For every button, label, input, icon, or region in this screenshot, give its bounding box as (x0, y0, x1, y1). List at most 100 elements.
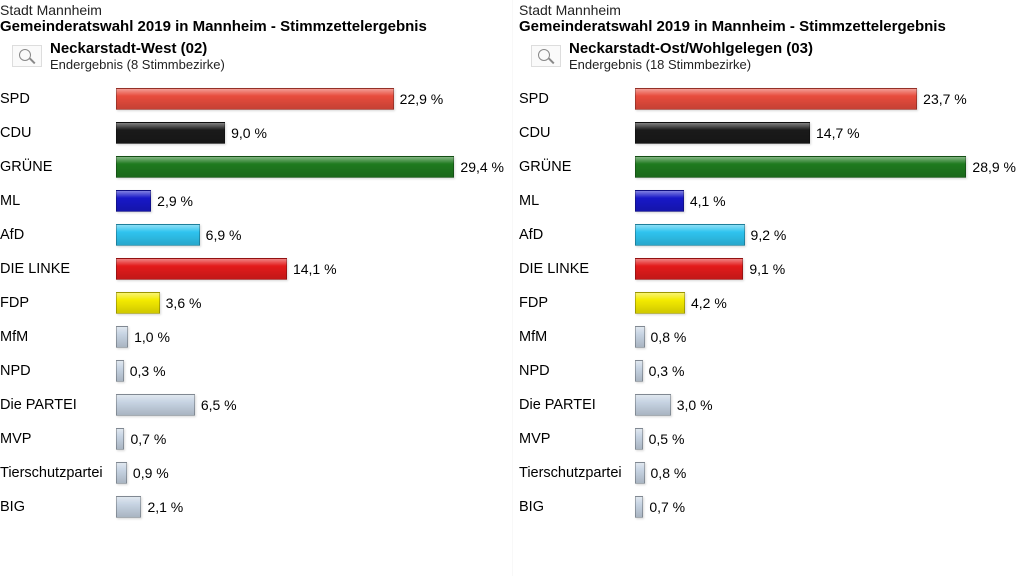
bar-track: 0,7 % (635, 496, 1016, 518)
bar-track: 0,3 % (116, 360, 504, 382)
district-name: Neckarstadt-West (02) (50, 41, 225, 58)
bar (635, 224, 745, 246)
chart-row: CDU9,0 % (0, 116, 504, 150)
party-label: MVP (519, 431, 635, 447)
party-label: CDU (519, 125, 635, 141)
panel-right: Stadt Mannheim Gemeinderatswahl 2019 in … (512, 0, 1024, 576)
chart-row: MfM 0,8 % (519, 320, 1016, 354)
percent-value: 0,7 % (130, 431, 166, 447)
city-label: Stadt Mannheim (519, 2, 1016, 18)
party-label: CDU (0, 125, 116, 141)
party-label: NPD (0, 363, 116, 379)
bar (635, 496, 643, 518)
bar (116, 326, 128, 348)
bar-track: 0,8 % (635, 462, 1016, 484)
bar-track: 6,5 % (116, 394, 504, 416)
chart-row: ML4,1 % (519, 184, 1016, 218)
bar (116, 258, 287, 280)
party-label: MVP (0, 431, 116, 447)
bar (635, 258, 743, 280)
percent-value: 1,0 % (134, 329, 170, 345)
party-label: GRÜNE (0, 159, 116, 175)
bar-track: 2,9 % (116, 190, 504, 212)
bar (116, 88, 394, 110)
party-label: BIG (519, 499, 635, 515)
percent-value: 0,3 % (130, 363, 166, 379)
percent-value: 0,8 % (651, 465, 687, 481)
zoom-icon[interactable] (531, 45, 561, 67)
chart-row: SPD 23,7 % (519, 82, 1016, 116)
bar (116, 224, 200, 246)
chart-row: Tierschutzpartei 0,8 % (519, 456, 1016, 490)
percent-value: 6,9 % (206, 227, 242, 243)
chart-row: NPD 0,3 % (0, 354, 504, 388)
bar-chart: SPD 23,7 % CDU14,7 % GRÜNE 28,9 % ML4,1 % AfD9… (519, 82, 1016, 524)
bar-track: 6,9 % (116, 224, 504, 246)
percent-value: 4,2 % (691, 295, 727, 311)
bar-track: 0,5 % (635, 428, 1016, 450)
party-label: Tierschutzpartei (519, 465, 635, 481)
party-label: FDP (0, 295, 116, 311)
district-header: Neckarstadt-West (02) Endergebnis (8 Sti… (0, 41, 504, 72)
percent-value: 28,9 % (972, 159, 1016, 175)
zoom-icon[interactable] (12, 45, 42, 67)
party-label: AfD (519, 227, 635, 243)
party-label: DIE LINKE (519, 261, 635, 277)
chart-row: BIG 2,1 % (0, 490, 504, 524)
party-label: MfM (0, 329, 116, 345)
chart-title: Gemeinderatswahl 2019 in Mannheim - Stim… (519, 18, 1016, 35)
bar-track: 28,9 % (635, 156, 1016, 178)
chart-row: CDU14,7 % (519, 116, 1016, 150)
percent-value: 23,7 % (923, 91, 967, 107)
chart-row: Tierschutzpartei0,9 % (0, 456, 504, 490)
bar-track: 0,3 % (635, 360, 1016, 382)
party-label: GRÜNE (519, 159, 635, 175)
bar-track: 23,7 % (635, 88, 1016, 110)
chart-row: FDP3,6 % (0, 286, 504, 320)
chart-row: GRÜNE29,4 % (0, 150, 504, 184)
bar-track: 3,0 % (635, 394, 1016, 416)
chart-row: MVP 0,5 % (519, 422, 1016, 456)
percent-value: 0,8 % (651, 329, 687, 345)
bar (635, 326, 645, 348)
bar-track: 9,2 % (635, 224, 1016, 246)
percent-value: 2,1 % (147, 499, 183, 515)
party-label: FDP (519, 295, 635, 311)
percent-value: 0,5 % (649, 431, 685, 447)
bar-track: 9,0 % (116, 122, 504, 144)
chart-row: AfD6,9 % (0, 218, 504, 252)
percent-value: 0,7 % (649, 499, 685, 515)
percent-value: 22,9 % (400, 91, 444, 107)
bar (116, 156, 454, 178)
bar (635, 360, 643, 382)
chart-row: GRÜNE 28,9 % (519, 150, 1016, 184)
chart-row: SPD22,9 % (0, 82, 504, 116)
party-label: Die PARTEI (0, 397, 116, 413)
bar-track: 3,6 % (116, 292, 504, 314)
bar (635, 122, 810, 144)
panel-left: Stadt Mannheim Gemeinderatswahl 2019 in … (0, 0, 512, 576)
chart-row: DIE LINKE9,1 % (519, 252, 1016, 286)
chart-row: NPD0,3 % (519, 354, 1016, 388)
party-label: MfM (519, 329, 635, 345)
district-subtitle: Endergebnis (18 Stimmbezirke) (569, 58, 813, 72)
chart-row: Die PARTEI 6,5 % (0, 388, 504, 422)
party-label: BIG (0, 499, 116, 515)
party-label: SPD (519, 91, 635, 107)
percent-value: 6,5 % (201, 397, 237, 413)
percent-value: 0,9 % (133, 465, 169, 481)
bar-track: 0,7 % (116, 428, 504, 450)
bar-track: 0,9 % (116, 462, 504, 484)
percent-value: 3,0 % (677, 397, 713, 413)
bar (635, 462, 645, 484)
bar (116, 496, 141, 518)
chart-row: DIE LINKE14,1 % (0, 252, 504, 286)
bar (116, 122, 225, 144)
party-label: DIE LINKE (0, 261, 116, 277)
bar-track: 29,4 % (116, 156, 504, 178)
bar-chart: SPD22,9 %CDU9,0 %GRÜNE29,4 %ML2,9 %AfD6,… (0, 82, 504, 524)
bar (635, 428, 643, 450)
bar-track: 0,8 % (635, 326, 1016, 348)
bar-track: 14,1 % (116, 258, 504, 280)
bar (116, 462, 127, 484)
